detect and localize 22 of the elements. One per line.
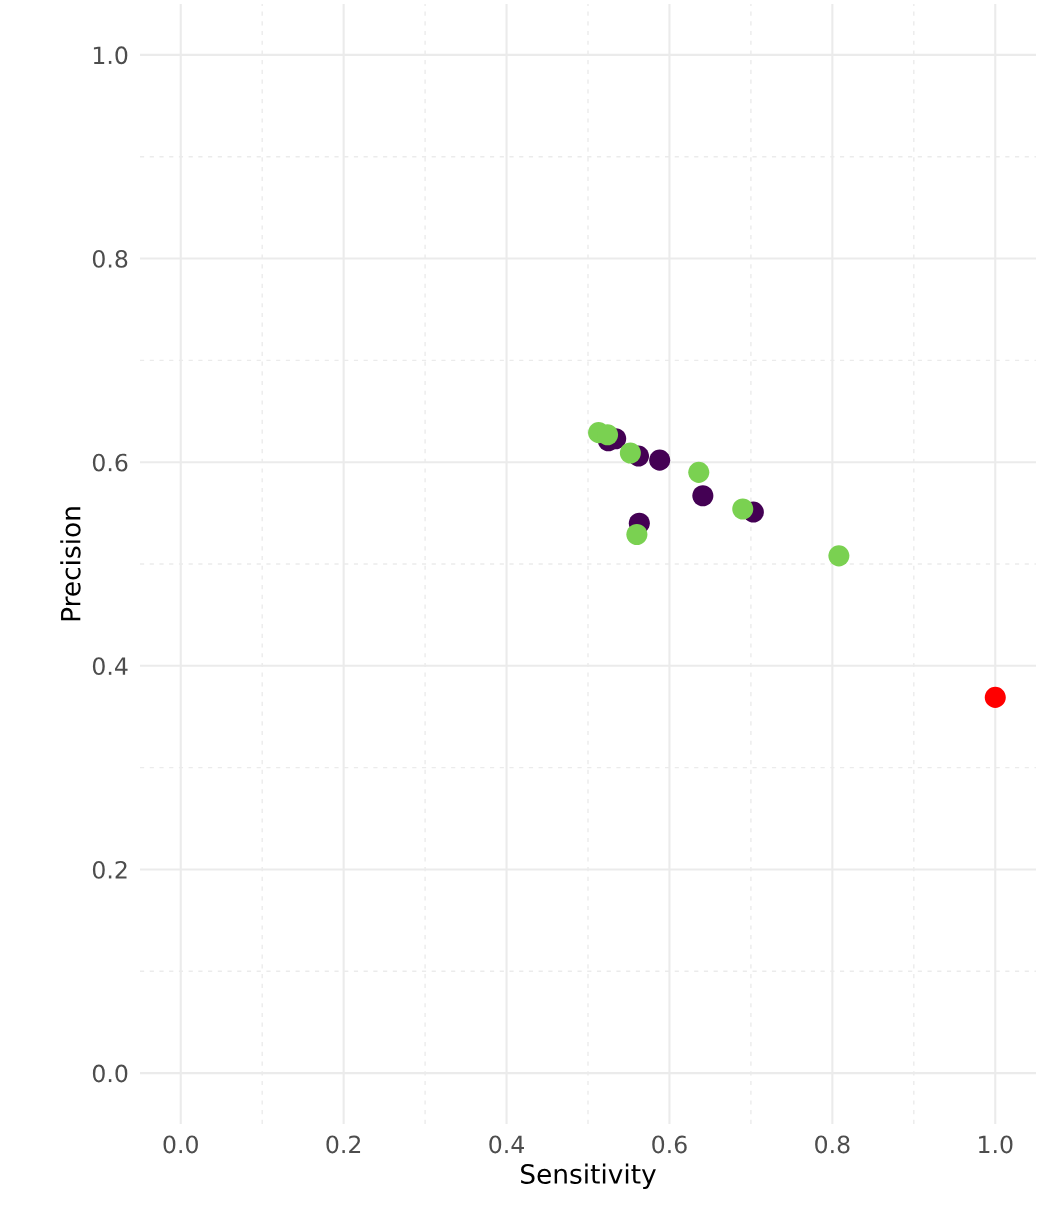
x-tick-label: 1.0 (979, 1135, 1013, 1154)
point (626, 523, 648, 545)
y-tick-label: 0.6 (92, 453, 128, 472)
x-tick-label: 0.8 (815, 1135, 850, 1154)
x-tick-label: 0.0 (163, 1135, 198, 1154)
point (688, 461, 710, 483)
point (619, 442, 641, 464)
x-axis-title: Sensitivity (521, 1163, 656, 1190)
x-tick-label: 0.6 (652, 1135, 687, 1154)
y-tick-label: 0.2 (92, 860, 127, 879)
point (649, 449, 671, 471)
point (984, 686, 1006, 708)
point (828, 545, 850, 567)
y-tick-label: 0.0 (92, 1064, 128, 1083)
point (732, 498, 754, 520)
y-tick-label: 1.0 (93, 46, 128, 65)
x-tick-label: 0.4 (489, 1135, 524, 1154)
y-tick-label: 0.4 (92, 657, 128, 676)
y-axis-title: Precision (60, 507, 81, 621)
point (692, 485, 714, 507)
x-tick-label: 0.2 (326, 1135, 361, 1154)
y-tick-label: 0.8 (92, 249, 128, 268)
